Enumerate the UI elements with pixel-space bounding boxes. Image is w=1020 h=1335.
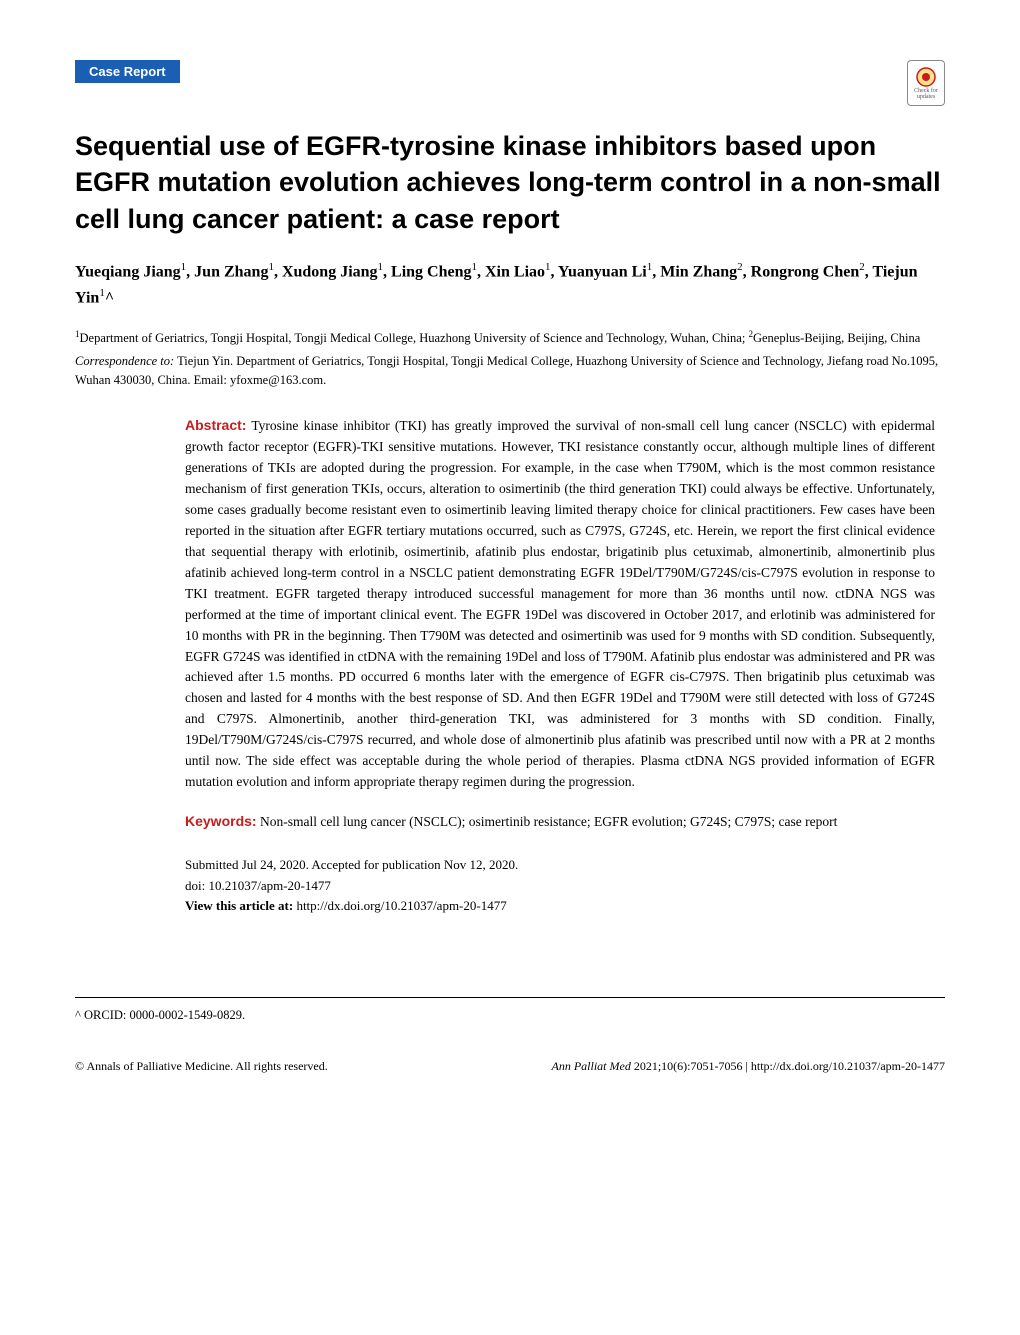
case-report-badge: Case Report: [75, 60, 180, 83]
keywords-label: Keywords:: [185, 813, 257, 829]
authors-list: Yueqiang Jiang1, Jun Zhang1, Xudong Jian…: [75, 259, 945, 310]
doi-line: doi: 10.21037/apm-20-1477: [185, 876, 935, 897]
issue-info: 2021;10(6):7051-7056 | http://dx.doi.org…: [631, 1059, 945, 1073]
page-footer: © Annals of Palliative Medicine. All rig…: [75, 1053, 945, 1074]
abstract-label: Abstract:: [185, 417, 246, 433]
view-article-line: View this article at: http://dx.doi.org/…: [185, 896, 935, 917]
orcid-note: ^ ORCID: 0000-0002-1549-0829.: [75, 1008, 945, 1023]
abstract: Abstract: Tyrosine kinase inhibitor (TKI…: [185, 415, 935, 793]
correspondence: Correspondence to: Tiejun Yin. Departmen…: [75, 352, 945, 390]
abstract-text: Tyrosine kinase inhibitor (TKI) has grea…: [185, 418, 935, 789]
check-updates-label: Check for updates: [911, 88, 941, 100]
crossmark-icon: [916, 67, 936, 87]
journal-name: Ann Palliat Med: [552, 1059, 631, 1073]
submission-meta: Submitted Jul 24, 2020. Accepted for pub…: [185, 855, 935, 917]
check-for-updates-badge[interactable]: Check for updates: [907, 60, 945, 106]
copyright-text: © Annals of Palliative Medicine. All rig…: [75, 1059, 328, 1074]
citation-text: Ann Palliat Med 2021;10(6):7051-7056 | h…: [552, 1059, 946, 1074]
submitted-line: Submitted Jul 24, 2020. Accepted for pub…: [185, 855, 935, 876]
header-row: Case Report Check for updates: [75, 60, 945, 106]
footnote-divider: [75, 997, 945, 998]
view-article-url[interactable]: http://dx.doi.org/10.21037/apm-20-1477: [293, 898, 507, 913]
view-article-label: View this article at:: [185, 898, 293, 913]
correspondence-text: Tiejun Yin. Department of Geriatrics, To…: [75, 354, 938, 387]
article-title: Sequential use of EGFR-tyrosine kinase i…: [75, 128, 945, 237]
keywords-text: Non-small cell lung cancer (NSCLC); osim…: [257, 814, 838, 829]
affiliations: 1Department of Geriatrics, Tongji Hospit…: [75, 328, 945, 348]
correspondence-label: Correspondence to:: [75, 354, 174, 368]
keywords: Keywords: Non-small cell lung cancer (NS…: [185, 811, 935, 833]
